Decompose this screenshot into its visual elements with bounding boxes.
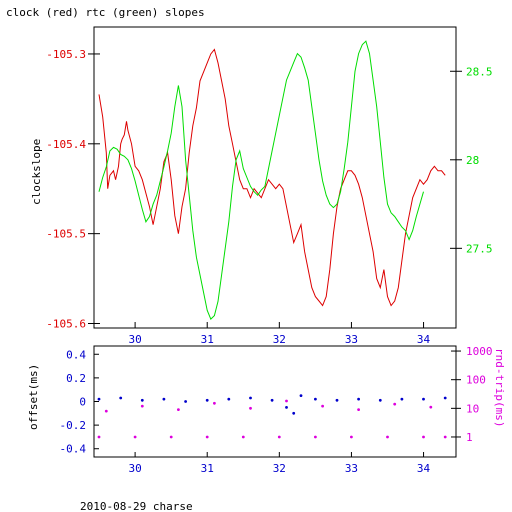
point-rndtrip: [97, 435, 101, 439]
top-right-tick-label: 28.5: [466, 65, 493, 78]
point-offset: [270, 398, 274, 402]
clockslope-panel: clockslope -105.3 -105.4 -105.5 -105.6 28.5 2…: [30, 26, 493, 346]
point-offset: [140, 398, 144, 402]
top-plot-frame: [93, 26, 457, 329]
bottom-right-tick-label: 1: [466, 431, 473, 444]
top-x-tick-label: 32: [273, 333, 286, 346]
point-rndtrip: [249, 406, 252, 410]
top-x-tick-label: 30: [128, 333, 141, 346]
bottom-left-tick-label: -0.4: [60, 443, 87, 456]
top-left-axis-label: clockslope: [30, 139, 43, 205]
series-line-clock: [98, 48, 446, 307]
point-offset: [378, 398, 382, 402]
top-left-tick-label: -105.5: [46, 228, 86, 241]
point-rndtrip: [277, 435, 281, 439]
point-rndtrip: [357, 408, 360, 411]
point-rndtrip: [321, 404, 324, 408]
point-offset: [422, 397, 425, 401]
bottom-x-tick-label: 33: [345, 462, 358, 475]
series-line-rtc: [98, 40, 424, 320]
point-rndtrip: [169, 435, 173, 439]
top-right-tick-label: 27.5: [466, 242, 493, 255]
top-x-tick-label: 34: [417, 333, 431, 346]
bottom-left-tick-label: 0.4: [66, 348, 86, 361]
bottom-x-tick-label: 31: [201, 462, 214, 475]
bottom-marks: 0.4 0.2 0 -0.2 -0.4 1000 100 10 1 30 31 32 33 34: [60, 345, 493, 475]
bottom-left-axis-label: offset(ms): [27, 364, 40, 430]
point-offset: [162, 397, 166, 401]
offset-panel: offset(ms) rnd-trip(ms) 0.4 0.2 0 -0.2 -0.4 1…: [27, 345, 506, 475]
point-rndtrip: [213, 401, 216, 405]
point-rndtrip: [241, 435, 245, 439]
point-rndtrip: [177, 408, 180, 411]
bottom-left-tick-label: -0.2: [60, 419, 87, 432]
point-rndtrip: [104, 409, 108, 413]
point-rndtrip: [386, 435, 389, 439]
chart-title: clock (red) rtc (green) slopes: [6, 6, 205, 19]
top-marks: -105.3 -105.4 -105.5 -105.6 28.5 28 27.5 30 31 32…: [46, 40, 493, 346]
bottom-left-tick-label: 0.2: [66, 372, 86, 385]
top-left-tick-label: -105.6: [46, 318, 86, 331]
point-rndtrip: [393, 402, 397, 406]
top-x-tick-label: 31: [201, 333, 214, 346]
point-rndtrip: [285, 399, 288, 403]
bottom-x-tick-label: 32: [273, 462, 286, 475]
point-rndtrip: [350, 435, 353, 439]
bottom-x-tick-label: 34: [417, 462, 431, 475]
point-offset: [314, 397, 317, 401]
bottom-right-tick-label: 10: [466, 402, 479, 415]
top-left-tick-label: -105.3: [46, 48, 86, 61]
point-offset: [292, 411, 296, 415]
point-offset: [97, 397, 101, 401]
point-offset: [335, 398, 339, 402]
bottom-left-tick-label: 0: [79, 396, 86, 409]
bottom-right-tick-label: 1000: [466, 345, 493, 358]
point-rndtrip: [205, 435, 209, 439]
point-rndtrip: [133, 435, 137, 439]
point-offset: [249, 396, 252, 400]
point-rndtrip: [422, 435, 425, 439]
top-right-tick-label: 28: [466, 154, 479, 167]
point-offset: [227, 397, 231, 401]
point-rndtrip: [429, 405, 433, 409]
point-offset: [357, 397, 360, 401]
bottom-plot-frame: [93, 345, 457, 458]
point-offset: [184, 400, 188, 403]
point-offset: [205, 398, 209, 402]
bottom-right-axis-label: rnd-trip(ms): [493, 348, 506, 427]
point-offset: [299, 394, 303, 397]
point-offset: [285, 406, 288, 409]
footer-text: 2010-08-29 charse: [80, 500, 193, 512]
point-rndtrip: [314, 435, 317, 439]
bottom-x-tick-label: 30: [128, 462, 141, 475]
point-rndtrip: [443, 435, 447, 439]
top-left-tick-label: -105.4: [46, 138, 86, 151]
point-offset: [443, 396, 447, 400]
point-offset: [119, 396, 123, 400]
point-rndtrip: [140, 404, 144, 408]
bottom-right-tick-label: 100: [466, 374, 486, 387]
top-x-tick-label: 33: [345, 333, 358, 346]
point-offset: [400, 397, 404, 401]
